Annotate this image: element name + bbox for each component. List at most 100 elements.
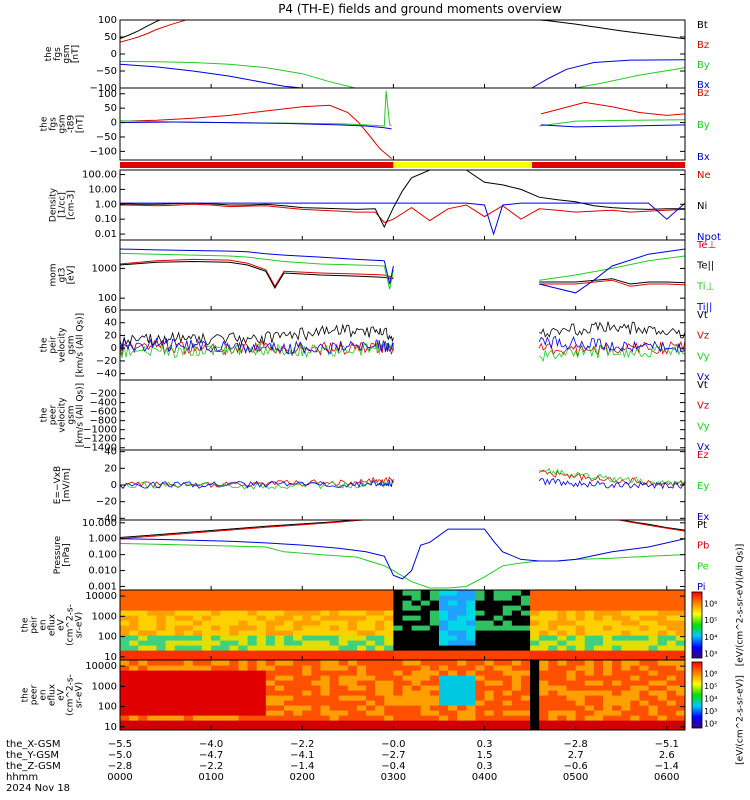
spectrogram-cell bbox=[293, 710, 303, 716]
spectrogram-cell bbox=[311, 595, 322, 601]
y-axis-label: [nPa] bbox=[62, 543, 72, 566]
spectrogram-cell bbox=[375, 695, 385, 701]
spectrogram-cell bbox=[174, 680, 185, 686]
spectrogram-cell bbox=[165, 675, 176, 681]
spectrogram-cell bbox=[675, 615, 685, 621]
spectrogram-cell bbox=[156, 590, 167, 596]
spectrogram-cell bbox=[393, 715, 404, 721]
spectrogram-cell bbox=[274, 680, 285, 686]
spectrogram-cell bbox=[293, 695, 303, 701]
spectrogram-cell bbox=[539, 645, 549, 651]
spectrogram-cell bbox=[438, 720, 449, 726]
spectrogram-cell bbox=[457, 635, 467, 641]
spectrogram-cell bbox=[293, 635, 303, 641]
spectrogram-cell bbox=[438, 620, 449, 626]
y-tick-label: 100 bbox=[98, 632, 117, 643]
spectrogram-cell bbox=[584, 600, 595, 606]
spectrogram-cell bbox=[648, 640, 659, 646]
spectrogram-cell bbox=[411, 645, 422, 651]
spectrogram-cell bbox=[120, 630, 130, 636]
spectrogram-cell bbox=[493, 645, 504, 651]
y-tick-label: 0.01 bbox=[95, 229, 117, 240]
spectrogram-cell bbox=[183, 700, 194, 706]
spectrogram-cell bbox=[621, 680, 631, 686]
spectrogram-cell bbox=[366, 705, 376, 711]
spectrogram-cell bbox=[621, 695, 631, 701]
y-tick-label: 60 bbox=[104, 305, 117, 316]
y-tick-label: 1.000 bbox=[88, 534, 117, 545]
panel-peir_spectrogram bbox=[119, 589, 686, 661]
spectrogram-cell bbox=[639, 645, 650, 651]
spectrogram-cell bbox=[165, 645, 176, 651]
spectrogram-cell bbox=[265, 660, 276, 666]
spectrogram-cell bbox=[129, 665, 139, 671]
spectrogram-cell bbox=[375, 660, 385, 666]
spectrogram-cell bbox=[448, 670, 458, 676]
spectrogram-cell bbox=[666, 700, 677, 706]
spectrogram-cell bbox=[448, 680, 458, 686]
legend-entry-Pb: Pb bbox=[697, 541, 709, 552]
spectrogram-cell bbox=[356, 635, 367, 641]
spectrogram-cell bbox=[302, 600, 312, 606]
spectrogram-cell bbox=[320, 690, 331, 696]
spectrogram-cell bbox=[384, 615, 394, 621]
spectrogram-cell bbox=[311, 630, 322, 636]
spectrogram-cell bbox=[520, 605, 531, 611]
spectrogram-cell bbox=[302, 590, 312, 596]
spectrogram-cell bbox=[284, 670, 294, 676]
spectrogram-cell bbox=[402, 610, 413, 616]
spectrogram-cell bbox=[174, 635, 185, 641]
spectrogram-cell bbox=[666, 645, 677, 651]
legend-entry-Bx: Bx bbox=[697, 80, 710, 91]
spectrogram-cell bbox=[138, 610, 148, 616]
spectrogram-cell bbox=[502, 650, 513, 656]
spectrogram-cell bbox=[293, 600, 303, 606]
spectrogram-cell bbox=[657, 655, 668, 660]
spectrogram-cell bbox=[247, 650, 258, 656]
spectrogram-cell bbox=[539, 670, 549, 676]
spectrogram-cell bbox=[602, 615, 613, 621]
spectrogram-cell bbox=[320, 715, 331, 721]
spectrogram-cell bbox=[192, 655, 203, 660]
spectrogram-cell bbox=[375, 610, 385, 616]
spectrogram-cell bbox=[256, 625, 267, 631]
spectrogram-cell bbox=[192, 595, 203, 601]
spectrogram-cell bbox=[493, 680, 504, 686]
spectrogram-cell bbox=[630, 660, 641, 666]
spectrogram-cell bbox=[466, 675, 477, 681]
y-tick-label: 10.00 bbox=[88, 184, 117, 195]
spectrogram-cell bbox=[356, 640, 367, 646]
spectrogram-cell bbox=[621, 685, 631, 691]
spectrogram-cell bbox=[229, 630, 240, 636]
spectrogram-cell bbox=[202, 670, 212, 676]
y-tick-label: −1000 bbox=[83, 425, 117, 436]
spectrogram-cell bbox=[156, 640, 167, 646]
spectrogram-cell bbox=[548, 705, 559, 711]
spectrogram-cell bbox=[621, 705, 631, 711]
spectrogram-cell bbox=[466, 640, 477, 646]
spectrogram-cell bbox=[393, 725, 404, 730]
spectrogram-cell bbox=[329, 640, 340, 646]
spectrogram-cell bbox=[429, 705, 440, 711]
spectrogram-cell bbox=[475, 710, 486, 716]
spectrogram-cell bbox=[393, 700, 404, 706]
spectrogram-cell bbox=[548, 670, 559, 676]
spectrogram-cell bbox=[265, 590, 276, 596]
spectrogram-cell bbox=[438, 615, 449, 621]
spectrogram-cell bbox=[393, 650, 404, 656]
spectrogram-cell bbox=[120, 710, 130, 716]
spectrogram-cell bbox=[220, 715, 230, 721]
spectrogram-cell bbox=[502, 645, 513, 651]
spectrogram-cell bbox=[311, 685, 322, 691]
spectrogram-cell bbox=[229, 695, 240, 701]
spectrogram-cell bbox=[120, 595, 130, 601]
legend-entry-Pe: Pe bbox=[697, 561, 709, 572]
spectrogram-cell bbox=[302, 640, 312, 646]
spectrogram-cell bbox=[520, 670, 531, 676]
spectrogram-cell bbox=[329, 660, 340, 666]
y-tick-label: −400 bbox=[90, 398, 117, 409]
spectrogram-cell bbox=[612, 685, 622, 691]
spectrogram-cell bbox=[475, 635, 486, 641]
spectrogram-cell bbox=[320, 725, 331, 730]
spectrogram-cell bbox=[174, 675, 185, 681]
